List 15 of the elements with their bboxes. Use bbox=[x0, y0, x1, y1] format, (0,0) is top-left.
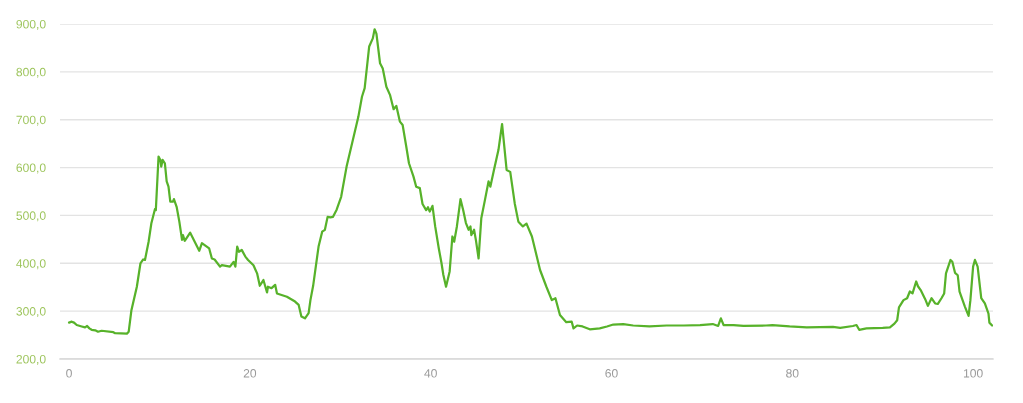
y-tick-label: 600,0 bbox=[16, 163, 46, 174]
y-tick-label: 700,0 bbox=[16, 115, 46, 126]
x-tick-label: 0 bbox=[66, 369, 72, 378]
y-tick-label: 400,0 bbox=[16, 259, 46, 270]
x-tick-label: 60 bbox=[605, 369, 618, 378]
x-tick-label: 80 bbox=[786, 369, 799, 378]
x-tick-label: 20 bbox=[243, 369, 257, 378]
y-tick-label: 300,0 bbox=[16, 307, 46, 318]
y-tick-label: 800,0 bbox=[16, 67, 46, 78]
y-tick-label: 900,0 bbox=[16, 19, 46, 30]
y-tick-label: 200,0 bbox=[16, 354, 46, 365]
line-series bbox=[67, 28, 993, 335]
x-tick-label: 100 bbox=[963, 369, 983, 378]
y-tick-label: 500,0 bbox=[16, 211, 46, 222]
x-tick-label: 40 bbox=[424, 369, 437, 378]
